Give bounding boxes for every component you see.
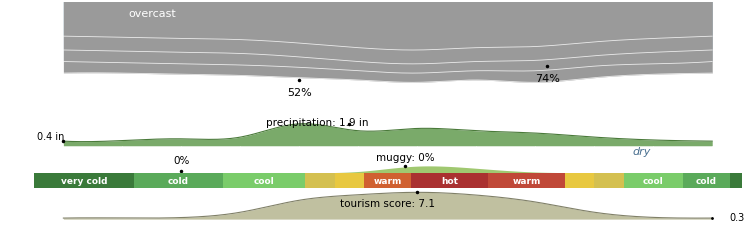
- Bar: [683, 173, 730, 188]
- Text: tourism score: 7.1: tourism score: 7.1: [340, 198, 435, 208]
- Text: muggy: 0%: muggy: 0%: [376, 152, 434, 162]
- Text: very cold: very cold: [61, 176, 107, 185]
- Text: 0%: 0%: [173, 155, 190, 166]
- Text: hot: hot: [441, 176, 459, 185]
- Text: cold: cold: [168, 176, 189, 185]
- Text: cool: cool: [643, 176, 663, 185]
- Bar: [305, 173, 334, 188]
- Text: clear: clear: [639, 101, 667, 111]
- Bar: [334, 173, 364, 188]
- Bar: [730, 173, 742, 188]
- Bar: [623, 173, 683, 188]
- Bar: [565, 173, 594, 188]
- Bar: [488, 173, 565, 188]
- Bar: [34, 173, 134, 188]
- Text: 52%: 52%: [287, 87, 312, 97]
- Text: warm: warm: [512, 176, 541, 185]
- Text: precipitation: 1.9 in: precipitation: 1.9 in: [266, 118, 368, 128]
- Text: 0.3: 0.3: [730, 212, 745, 223]
- Bar: [134, 173, 223, 188]
- Text: warm: warm: [373, 176, 402, 185]
- Text: 74%: 74%: [535, 73, 559, 83]
- Bar: [364, 173, 411, 188]
- Text: dry: dry: [633, 146, 651, 156]
- Bar: [411, 173, 488, 188]
- Text: overcast: overcast: [128, 9, 175, 19]
- Bar: [594, 173, 623, 188]
- Text: cold: cold: [696, 176, 717, 185]
- Bar: [223, 173, 305, 188]
- Text: cool: cool: [254, 176, 274, 185]
- Text: 0.4 in: 0.4 in: [37, 132, 64, 142]
